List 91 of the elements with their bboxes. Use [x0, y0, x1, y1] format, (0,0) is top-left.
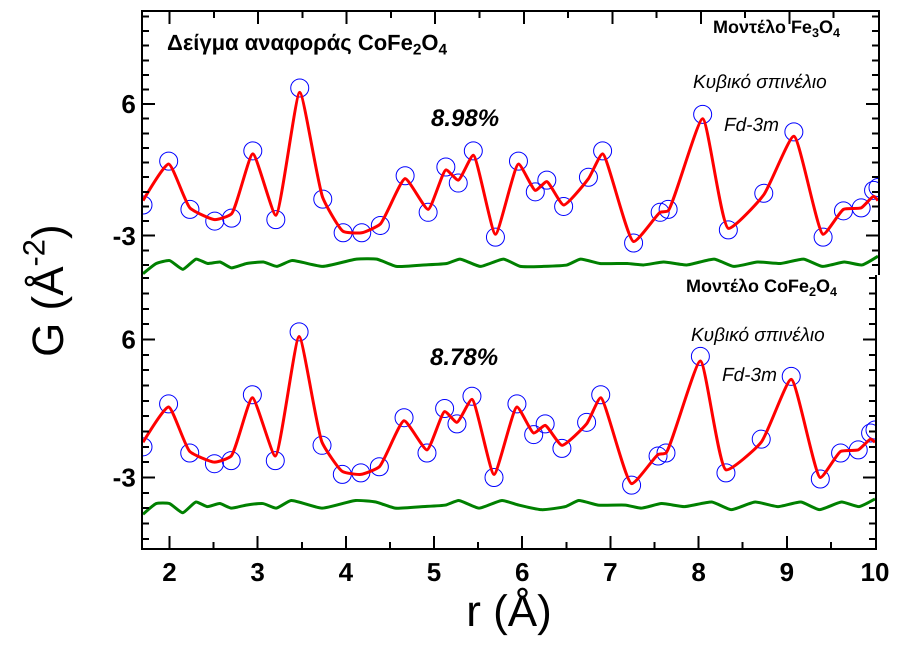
point	[577, 412, 596, 432]
point	[526, 182, 545, 202]
point	[313, 190, 332, 209]
annotation: 8.78%	[430, 344, 498, 371]
point	[536, 414, 555, 434]
annotation: Fd-3m	[722, 365, 777, 386]
annotation: Κυβικό σπινέλιο	[693, 72, 827, 93]
annotation: Δείγμα αναφοράς CoFe$_{2}$O$_{4}$	[167, 30, 448, 59]
point	[508, 152, 528, 171]
point	[624, 234, 644, 252]
point	[290, 78, 310, 98]
point	[464, 141, 483, 160]
point	[370, 457, 389, 476]
y-tick-label: -3	[112, 220, 136, 251]
point	[848, 440, 868, 460]
point	[242, 385, 262, 404]
point	[716, 463, 736, 482]
point	[266, 210, 286, 230]
point	[537, 170, 556, 190]
y-tick-label: 6	[121, 324, 136, 355]
point	[852, 198, 871, 218]
y-tick-label: 6	[121, 89, 136, 120]
point	[507, 394, 526, 414]
annotation: Μοντέλο Fe$_{3}$O$_{4}$	[713, 17, 840, 40]
point	[159, 152, 178, 171]
point	[578, 168, 598, 187]
x-tick-label: 9	[780, 557, 794, 588]
point	[417, 443, 436, 462]
point	[524, 425, 544, 444]
x-tick-label: 10	[860, 557, 890, 588]
point	[394, 408, 414, 428]
point	[436, 157, 456, 176]
point	[591, 385, 610, 404]
point	[180, 443, 200, 462]
point	[205, 212, 224, 231]
point	[351, 463, 370, 482]
annotation: 8.98%	[431, 105, 500, 132]
y-tick-label: -3	[112, 462, 136, 493]
x-tick-label: 8	[691, 557, 706, 588]
point	[222, 208, 242, 228]
point	[834, 201, 853, 220]
point	[690, 346, 710, 366]
point	[266, 451, 285, 470]
x-tick-label: 5	[426, 557, 442, 588]
point	[435, 399, 454, 418]
point	[656, 443, 676, 462]
point	[448, 174, 468, 193]
point	[204, 454, 224, 474]
point	[334, 223, 353, 242]
point	[332, 464, 352, 484]
point	[396, 166, 415, 186]
line-series	[143, 497, 875, 516]
x-tick-label: 6	[514, 557, 530, 588]
point	[814, 228, 833, 247]
x-axis-title: r (Å)	[466, 587, 552, 636]
point	[810, 470, 830, 489]
point	[352, 223, 372, 242]
point	[290, 322, 309, 342]
x-tick-label: 3	[250, 557, 265, 588]
point	[718, 220, 738, 240]
point	[622, 476, 642, 495]
x-tick-label: 2	[162, 557, 177, 588]
annotation: Fd-3m	[724, 115, 779, 136]
point	[593, 141, 612, 160]
point	[222, 451, 241, 470]
x-tick-label: 7	[603, 557, 618, 588]
x-tick-label: 4	[338, 557, 354, 588]
point	[243, 141, 262, 160]
point	[648, 446, 668, 466]
point	[754, 184, 774, 203]
point	[552, 438, 572, 458]
point	[693, 104, 712, 124]
point	[370, 216, 390, 235]
point	[447, 414, 466, 434]
point	[180, 200, 200, 219]
point	[484, 468, 504, 487]
annotation: Κυβικό σπινέλιο	[691, 325, 825, 346]
point	[418, 202, 438, 222]
point	[312, 436, 332, 455]
line-series	[143, 254, 878, 276]
point	[486, 228, 505, 247]
point	[658, 200, 678, 219]
point	[784, 122, 804, 142]
point	[462, 386, 482, 406]
point	[650, 202, 670, 222]
annotation: Μοντέλο CoFe$_{2}$O$_{4}$	[686, 276, 837, 299]
point	[782, 366, 801, 386]
point	[159, 394, 178, 414]
point	[831, 443, 850, 462]
point	[554, 196, 574, 216]
point	[752, 430, 771, 449]
